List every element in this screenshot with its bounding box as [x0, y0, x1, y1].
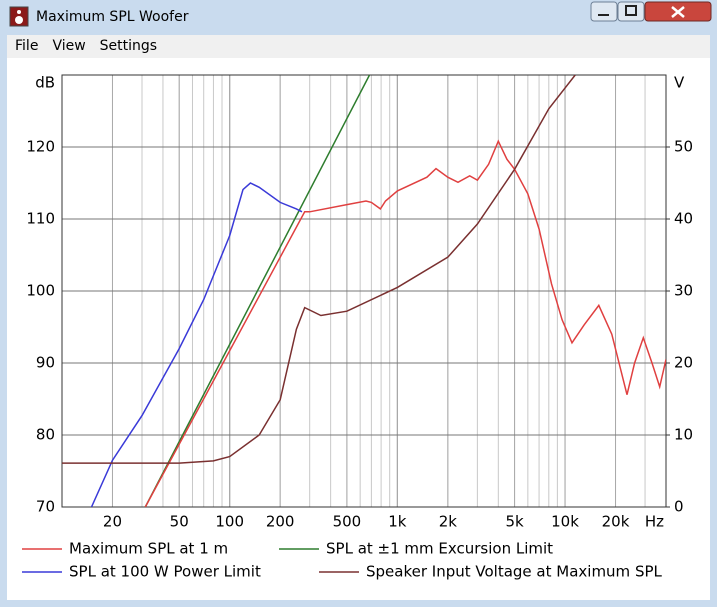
y2-axis-label: V [674, 74, 685, 92]
series-line [62, 75, 576, 464]
x-tick-label: 20k [602, 513, 630, 531]
y-tick-label: 120 [26, 138, 55, 156]
icon-tweeter [17, 10, 21, 14]
menu-item[interactable]: Settings [99, 38, 158, 54]
title-bar [9, 1, 712, 27]
y-tick-label: 70 [36, 498, 55, 516]
icon-speaker [15, 16, 23, 24]
y2-tick-label: 20 [674, 354, 693, 372]
y2-tick-label: 50 [674, 138, 693, 156]
y2-tick-label: 30 [674, 282, 693, 300]
maximize-button[interactable] [617, 1, 645, 22]
menu-item[interactable]: View [52, 38, 86, 54]
series-line [144, 139, 666, 507]
x-tick-label: 2k [439, 513, 458, 531]
menu-item[interactable]: File [15, 38, 39, 54]
x-tick-label: 1k [388, 513, 407, 531]
x-tick-label: 20 [103, 513, 122, 531]
y2-tick-label: 10 [674, 426, 693, 444]
y2-tick-label: 40 [674, 210, 693, 228]
y-axis-label: dB [35, 74, 55, 92]
y2-tick-label: 0 [674, 498, 684, 516]
plot-lines [62, 75, 666, 507]
menu-bar: File View Settings [7, 35, 710, 58]
legend-label: SPL at ±1 mm Excursion Limit [326, 540, 553, 558]
legend-label: Speaker Input Voltage at Maximum SPL [366, 563, 663, 581]
x-tick-label: 10k [551, 513, 579, 531]
x-tick-label: 5k [505, 513, 524, 531]
chart-area: 20 50 100 200 500 1k 2k 5k 10k 20k 70 80 90 100 110 120… [7, 58, 710, 600]
series-line [90, 182, 303, 507]
plot-frame [61, 74, 667, 508]
x-tick-label: 200 [266, 513, 295, 531]
minimize-button[interactable] [590, 1, 618, 22]
y-tick-label: 100 [26, 282, 55, 300]
legend-label: Maximum SPL at 1 m [69, 540, 228, 558]
x-tick-label: 50 [170, 513, 189, 531]
x-tick-label: 100 [215, 513, 244, 531]
chart: 20 50 100 200 500 1k 2k 5k 10k 20k708090100110120… [22, 74, 693, 581]
legend-label: SPL at 100 W Power Limit [69, 563, 261, 581]
y-tick-label: 90 [36, 354, 55, 372]
x-axis-label: Hz [645, 513, 664, 531]
y-tick-label: 110 [26, 210, 55, 228]
x-tick-label: 500 [333, 513, 362, 531]
y-tick-label: 80 [36, 426, 55, 444]
series-line [144, 75, 371, 507]
window-title: Maximum SPL Woofer [36, 9, 189, 25]
